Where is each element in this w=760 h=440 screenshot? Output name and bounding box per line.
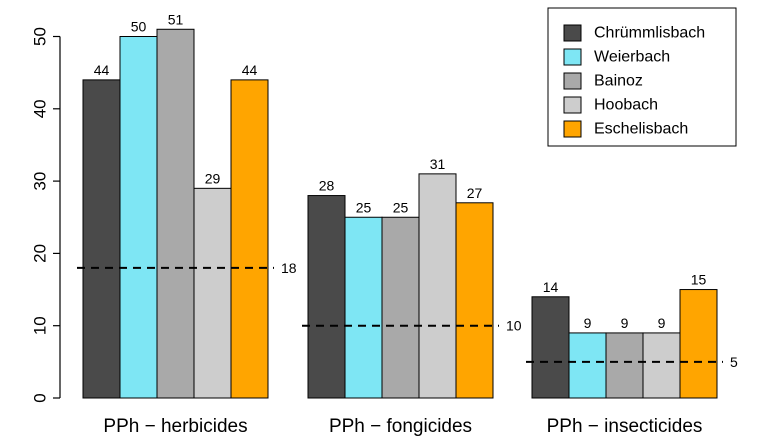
data-label: 31 (430, 156, 446, 172)
y-tick-label: 30 (31, 172, 50, 191)
reference-line-label: 18 (281, 260, 297, 276)
y-tick-label: 50 (31, 27, 50, 46)
data-label: 9 (584, 315, 592, 331)
legend-label: Bainoz (594, 73, 643, 90)
bar (193, 187, 232, 399)
bar (455, 202, 494, 399)
legend-swatch (563, 24, 582, 42)
bar (230, 79, 269, 399)
data-label: 9 (621, 315, 629, 331)
y-tick-label: 0 (31, 393, 50, 402)
reference-line-label: 5 (730, 354, 738, 370)
data-label: 25 (356, 199, 372, 215)
data-label: 15 (691, 272, 707, 288)
legend-swatch (563, 72, 582, 90)
data-label: 14 (543, 279, 559, 295)
category-label: PPh − insecticides (547, 416, 703, 437)
bar (605, 332, 644, 399)
y-tick-label: 20 (31, 244, 50, 263)
bar (156, 28, 195, 399)
bar (82, 79, 121, 399)
legend: Chrümmlisbach Weierbach Bainoz Hoobach Esche… (547, 7, 737, 147)
bars: 44 50 51 29 44 28 25 25 31 27 14 9 9 9 15 (82, 11, 718, 399)
legend-swatch (563, 48, 582, 66)
reference-lines: 18 10 5 (77, 260, 738, 370)
bar (307, 195, 346, 399)
data-label: 29 (205, 170, 221, 186)
data-label: 9 (658, 315, 666, 331)
legend-label: Hoobach (594, 97, 658, 114)
bar (568, 332, 607, 399)
y-tick-label: 10 (31, 316, 50, 335)
bar (679, 289, 718, 399)
category-label: PPh − herbicides (103, 416, 247, 437)
data-label: 27 (467, 185, 483, 201)
y-axis: 0 10 20 30 40 50 (31, 27, 61, 403)
legend-swatch (563, 96, 582, 114)
bar (344, 216, 383, 399)
bar (381, 216, 420, 399)
group-labels: PPh − herbicides PPh − fongicides PPh − in… (103, 416, 702, 437)
bar (119, 36, 158, 399)
y-tick-label: 40 (31, 99, 50, 118)
category-label: PPh − fongicides (329, 416, 472, 437)
bar (418, 173, 457, 399)
data-label: 44 (94, 62, 110, 78)
legend-label: Chrümmlisbach (594, 25, 705, 42)
bar (531, 296, 570, 399)
data-label: 25 (393, 199, 409, 215)
legend-swatch (563, 120, 582, 138)
data-label: 51 (168, 11, 184, 27)
data-label: 44 (242, 62, 258, 78)
data-label: 50 (131, 19, 147, 35)
data-label: 28 (319, 178, 335, 194)
legend-label: Eschelisbach (594, 121, 688, 138)
legend-label: Weierbach (594, 49, 670, 66)
reference-line-label: 10 (506, 318, 522, 334)
bar (642, 332, 681, 399)
